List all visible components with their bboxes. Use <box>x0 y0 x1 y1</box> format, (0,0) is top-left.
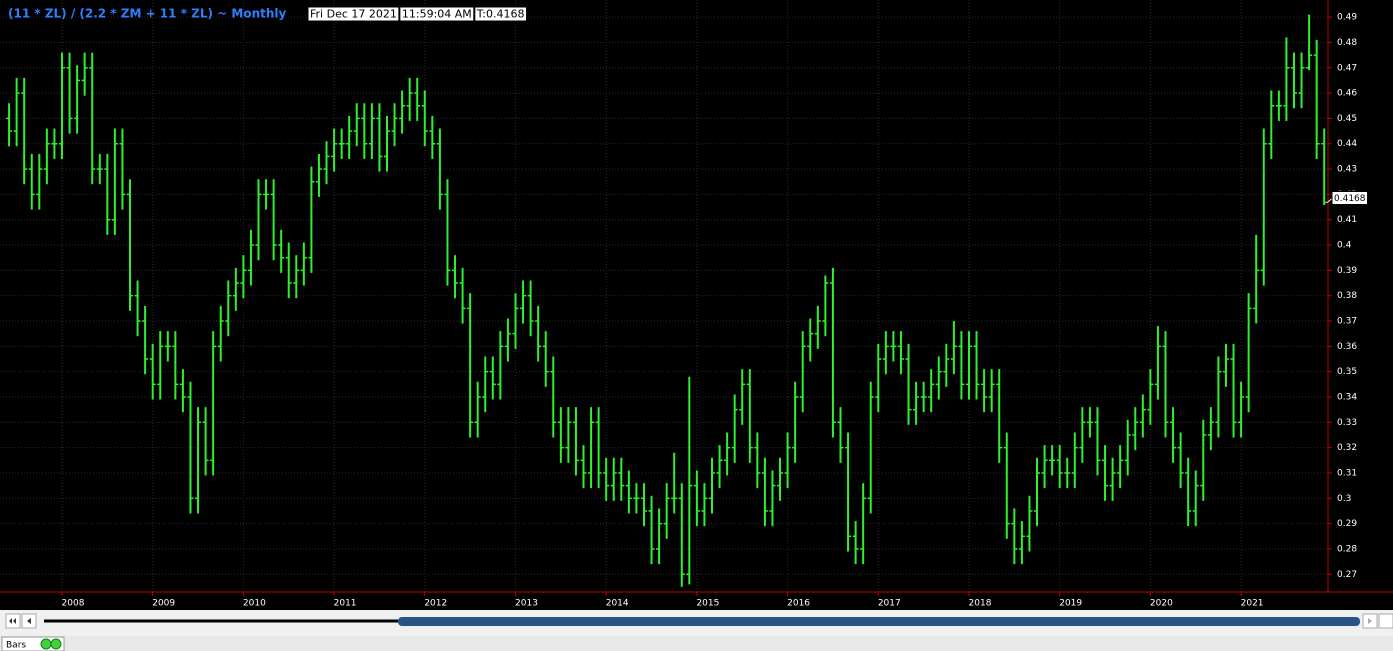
tab-label: Bars <box>6 641 26 651</box>
x-tick-label: 2018 <box>969 599 992 609</box>
x-tick-label: 2019 <box>1059 599 1082 609</box>
x-tick-label: 2010 <box>243 599 266 609</box>
x-tick-label: 2015 <box>696 599 719 609</box>
scroll-next-icon <box>1368 618 1372 624</box>
info-box-bg <box>399 6 475 22</box>
y-tick-label: 0.37 <box>1337 317 1357 327</box>
y-tick-label: 0.43 <box>1337 165 1357 175</box>
y-tick-label: 0.34 <box>1337 392 1357 402</box>
axes: 0.27 0.28 0.29 0.3 0.31 0.32 0.33 0.34 0.35 0.36 0… <box>61 13 1368 609</box>
y-tick-label: 0.49 <box>1337 13 1357 23</box>
y-tick-label: 0.29 <box>1337 519 1357 529</box>
x-tick-label: 2016 <box>787 599 810 609</box>
y-tick-label: 0.32 <box>1337 443 1357 453</box>
x-tick-label: 2009 <box>152 599 175 609</box>
last-price-box <box>1331 190 1368 205</box>
y-tick-label: 0.41 <box>1337 215 1357 225</box>
y-tick-label: 0.28 <box>1337 544 1357 554</box>
x-tick-label: 2013 <box>515 599 538 609</box>
x-tick-label: 2011 <box>334 599 357 609</box>
chart-title: (11 * ZL) / (2.2 * ZM + 11 * ZL) ~ Month… <box>8 7 287 21</box>
y-tick-label: 0.45 <box>1337 114 1357 124</box>
info-box: T:0.4168 <box>474 6 528 22</box>
info-box-bg <box>307 6 400 22</box>
x-tick-label: 2021 <box>1241 599 1264 609</box>
y-tick-label: 0.46 <box>1337 89 1357 99</box>
status-light <box>40 638 52 650</box>
y-tick-label: 0.39 <box>1337 266 1357 276</box>
x-tick-label: 2017 <box>878 599 901 609</box>
info-text: T:0.4168 <box>476 8 525 21</box>
status-light <box>50 638 62 650</box>
info-boxes: Fri Dec 17 2021 11:59:04 AM T:0.4168 <box>307 6 528 22</box>
x-tick-label: 2008 <box>62 599 85 609</box>
x-tick-label: 2012 <box>424 599 447 609</box>
y-tick-label: 0.47 <box>1337 63 1357 73</box>
last-price-connector <box>1326 198 1333 203</box>
y-tick-label: 0.4 <box>1337 241 1352 251</box>
info-text: 11:59:04 AM <box>402 8 472 21</box>
y-tick-label: 0.31 <box>1337 468 1357 478</box>
tab-strip <box>0 636 1393 651</box>
info-text: Fri Dec 17 2021 <box>310 8 397 21</box>
y-tick-label: 0.36 <box>1337 342 1357 352</box>
scroll-prev-icon <box>27 618 31 624</box>
scroll-thumb[interactable] <box>398 617 1360 626</box>
y-tick-label: 0.38 <box>1337 291 1357 301</box>
scroll-first-icon <box>9 618 16 624</box>
y-tick-label: 0.27 <box>1337 570 1357 580</box>
scroll-last[interactable] <box>1378 613 1393 629</box>
y-tick-label: 0.3 <box>1337 494 1351 504</box>
y-tick-label: 0.44 <box>1337 139 1357 149</box>
info-box-bg <box>474 6 528 22</box>
x-tick-label: 2014 <box>606 599 629 609</box>
info-box: Fri Dec 17 2021 <box>307 6 400 22</box>
bars <box>6 14 1328 587</box>
y-tick-label: 0.48 <box>1337 38 1357 48</box>
y-tick-label: 0.35 <box>1337 367 1357 377</box>
x-tick-label: 2020 <box>1150 599 1173 609</box>
last-price-label: 0.4168 <box>1334 194 1366 204</box>
y-tick-label: 0.33 <box>1337 418 1357 428</box>
info-box: 11:59:04 AM <box>399 6 475 22</box>
